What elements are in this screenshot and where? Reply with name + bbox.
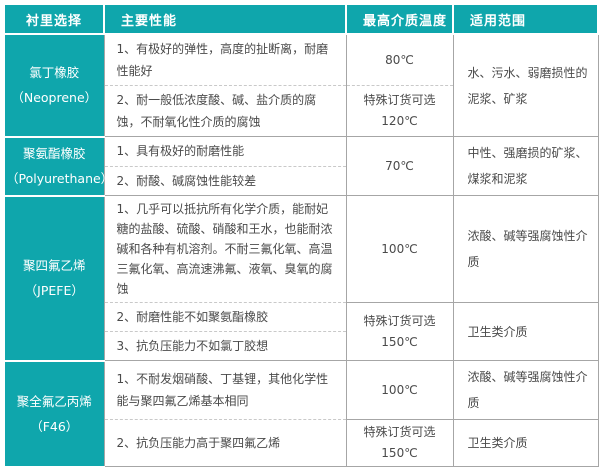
range-cell: 中性、强磨损的矿浆、煤浆和泥浆 [452,136,599,196]
property-cell: 1、有极好的弹性，高度的扯断离，耐磨性能好 [103,33,347,86]
property-cell: 1、几乎可以抵抗所有化学介质，能耐妃糖的盐酸、硫酸、硝酸和王水，也能耐浓碱和各种… [103,195,347,303]
range-cell: 水、污水、弱磨损性的泥浆、矿浆 [452,33,599,137]
header-lining: 衬里选择 [3,3,105,35]
property-cell: 1、具有极好的耐磨性能 [103,136,347,166]
temp-value: 120℃ [381,114,418,128]
lining-spec-table: 衬里选择 主要性能 最高介质温度 适用范围 氯丁橡胶 （Neoprene） 1、… [3,3,599,468]
header-temperature: 最高介质温度 [345,3,454,35]
temp-note: 特殊订货可选 [363,425,436,439]
temp-note: 特殊订货可选 [363,93,436,107]
lining-code: （Polyurethane） [6,171,114,186]
lining-name: 氯丁橡胶 [29,65,80,81]
property-cell: 2、耐磨性能不如聚氨酯橡胶 [103,302,347,332]
lining-spec-page: 衬里选择 主要性能 最高介质温度 适用范围 氯丁橡胶 （Neoprene） 1、… [3,3,599,468]
temp-note: 特殊订货可选 [363,313,436,328]
temp-cell: 80℃ [345,33,454,86]
table-row: 2、耐一般低浓度酸、碱、盐介质的腐蚀，不耐氧化性介质的腐蚀 特殊订货可选 120… [4,85,598,137]
lining-code: （F46） [30,418,79,434]
lining-code: （Neoprene） [11,90,98,106]
property-cell: 3、抗负压能力不如氯丁胶想 [103,331,347,361]
lining-cell-polyurethane: 聚氨酯橡胶 （Polyurethane） [3,135,114,197]
header-row: 衬里选择 主要性能 最高介质温度 适用范围 [3,3,599,35]
lining-code: （JPEFE） [24,283,84,298]
header-properties: 主要性能 [103,3,347,35]
range-cell: 浓酸、碱等强腐蚀性介质 [452,360,599,420]
property-cell: 2、耐酸、碱腐蚀性能较差 [103,165,347,196]
property-cell: 1、不耐发烟硝酸、丁基锂，其他化学性能与聚四氟乙烯基本相同 [103,360,347,420]
header-range: 适用范围 [452,3,599,35]
lining-cell-neoprene: 氯丁橡胶 （Neoprene） [3,33,105,138]
table-row: 2、耐磨性能不如聚氨酯橡胶 特殊订货可选 150℃ 卫生类介质 [4,302,599,361]
range-cell: 卫生类介质 [452,302,599,361]
lining-cell-jpefe: 聚四氟乙烯 （JPEFE） [3,194,105,362]
temp-cell: 特殊订货可选 150℃ [345,302,454,361]
table-row: 2、耐酸、碱腐蚀性能较差 [4,165,598,196]
lining-cell-f46: 聚全氟乙丙烯 （F46） [3,359,105,468]
temp-cell: 特殊订货可选 120℃ [345,85,454,137]
table-row: 聚全氟乙丙烯 （F46） 1、不耐发烟硝酸、丁基锂，其他化学性能与聚四氟乙烯基本… [3,359,599,468]
table-row: 聚氨酯橡胶 （Polyurethane） 1、具有极好的耐磨性能 70℃ 中性、… [3,135,599,197]
property-cell: 2、耐一般低浓度酸、碱、盐介质的腐蚀，不耐氧化性介质的腐蚀 [103,85,347,137]
table-row: 氯丁橡胶 （Neoprene） 1、有极好的弹性，高度的扯断离，耐磨性能好 80… [3,33,599,138]
temp-cell: 100℃ [345,360,454,420]
lining-name: 聚四氟乙烯 [22,258,86,273]
range-cell: 浓酸、碱等强腐蚀性介质 [452,195,599,303]
lining-name: 聚全氟乙丙烯 [16,393,92,409]
temp-cell: 100℃ [345,195,454,303]
temp-value: 150℃ [381,334,418,349]
table-row: 3、抗负压能力不如氯丁胶想 [4,331,598,361]
table-row: 聚四氟乙烯 （JPEFE） 1、几乎可以抵抗所有化学介质，能耐妃糖的盐酸、硫酸、… [3,194,599,362]
lining-name: 聚氨酯橡胶 [22,146,86,161]
temp-cell: 70℃ [345,136,454,196]
temp-value: 150℃ [381,446,418,460]
